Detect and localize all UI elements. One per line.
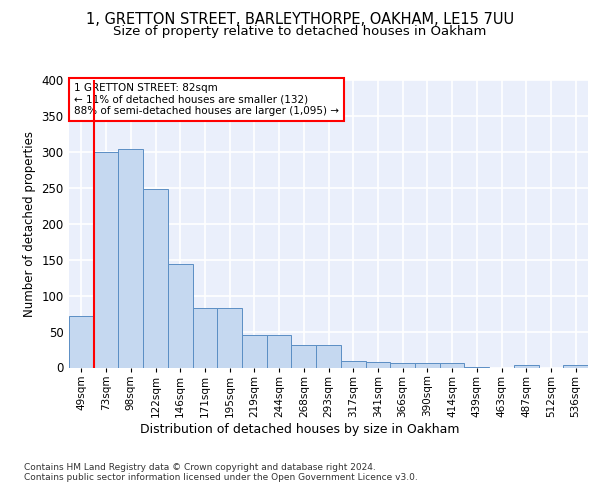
Bar <box>365 362 390 368</box>
Y-axis label: Number of detached properties: Number of detached properties <box>23 130 35 317</box>
Bar <box>464 367 489 368</box>
Bar <box>143 188 168 368</box>
Text: Contains public sector information licensed under the Open Government Licence v3: Contains public sector information licen… <box>24 474 418 482</box>
Bar <box>168 264 193 368</box>
Text: Size of property relative to detached houses in Oakham: Size of property relative to detached ho… <box>113 25 487 38</box>
Bar <box>415 363 440 368</box>
Bar <box>193 308 217 368</box>
Bar <box>242 335 267 368</box>
Bar <box>514 364 539 368</box>
Bar <box>292 344 316 368</box>
Bar <box>316 344 341 368</box>
Bar <box>563 366 588 368</box>
Bar <box>267 335 292 368</box>
Bar <box>390 363 415 368</box>
Bar <box>217 308 242 368</box>
Bar <box>94 152 118 368</box>
Bar <box>69 316 94 368</box>
Text: 1 GRETTON STREET: 82sqm
← 11% of detached houses are smaller (132)
88% of semi-d: 1 GRETTON STREET: 82sqm ← 11% of detache… <box>74 83 339 116</box>
Bar <box>118 149 143 368</box>
Text: Contains HM Land Registry data © Crown copyright and database right 2024.: Contains HM Land Registry data © Crown c… <box>24 462 376 471</box>
Bar <box>440 363 464 368</box>
Text: Distribution of detached houses by size in Oakham: Distribution of detached houses by size … <box>140 422 460 436</box>
Text: 1, GRETTON STREET, BARLEYTHORPE, OAKHAM, LE15 7UU: 1, GRETTON STREET, BARLEYTHORPE, OAKHAM,… <box>86 12 514 28</box>
Bar <box>341 361 365 368</box>
